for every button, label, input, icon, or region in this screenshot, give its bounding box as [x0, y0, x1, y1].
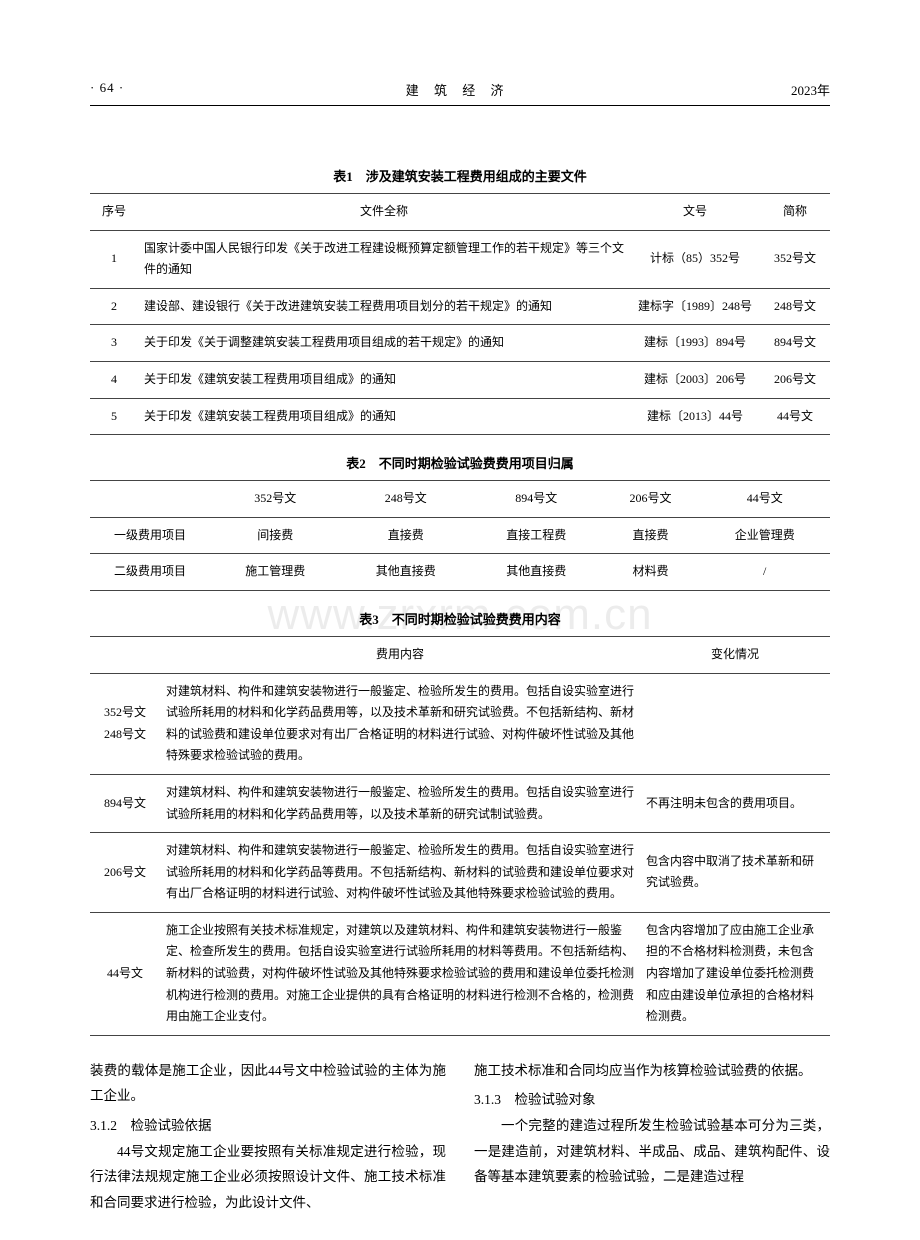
paragraph: 一个完整的建造过程所发生检验试验基本可分为三类，一是建造前，对建筑材料、半成品、… [474, 1113, 830, 1190]
cell: 直接费 [602, 517, 700, 554]
cell: 894号文 [90, 774, 160, 832]
cell: 其他直接费 [471, 554, 602, 591]
th: 352号文 [210, 481, 341, 518]
cell: 施工管理费 [210, 554, 341, 591]
cell: 不再注明未包含的费用项目。 [640, 774, 830, 832]
cell: 对建筑材料、构件和建筑安装物进行一般鉴定、检验所发生的费用。包括自设实验室进行试… [160, 833, 640, 913]
cell: / [699, 554, 830, 591]
cell: 建标〔2013〕44号 [630, 398, 760, 435]
cell: 44号文 [760, 398, 830, 435]
th-abbr: 简称 [760, 194, 830, 231]
section-heading: 3.1.2 检验试验依据 [90, 1113, 446, 1139]
table2-caption: 表2 不同时期检验试验费费用项目归属 [90, 453, 830, 472]
table2: 352号文 248号文 894号文 206号文 44号文 一级费用项目 间接费 … [90, 480, 830, 591]
page-header: · 64 · 建 筑 经 济 2023年 [90, 80, 830, 106]
th: 费用内容 [160, 636, 640, 673]
cell: 间接费 [210, 517, 341, 554]
table1-caption: 表1 涉及建筑安装工程费用组成的主要文件 [90, 166, 830, 185]
table1: 序号 文件全称 文号 简称 1 国家计委中国人民银行印发《关于改进工程建设概预算… [90, 193, 830, 435]
body-columns: 装费的载体是施工企业，因此44号文中检验试验的主体为施工企业。 3.1.2 检验… [90, 1058, 830, 1216]
th-seq: 序号 [90, 194, 138, 231]
table3-header-row: 费用内容 变化情况 [90, 636, 830, 673]
table-row: 4 关于印发《建筑安装工程费用项目组成》的通知 建标〔2003〕206号 206… [90, 361, 830, 398]
cell: 44号文 [90, 912, 160, 1035]
cell: 352号文 248号文 [90, 673, 160, 774]
cell: 施工企业按照有关技术标准规定，对建筑以及建筑材料、构件和建筑安装物进行一般鉴定、… [160, 912, 640, 1035]
cell: 建标字〔1989〕248号 [630, 288, 760, 325]
cell: 直接费 [341, 517, 472, 554]
cell: 894号文 [760, 325, 830, 362]
th-title: 文件全称 [138, 194, 630, 231]
cell: 248号文 [760, 288, 830, 325]
table-row: 206号文 对建筑材料、构件和建筑安装物进行一般鉴定、检验所发生的费用。包括自设… [90, 833, 830, 913]
th: 894号文 [471, 481, 602, 518]
table-row: 二级费用项目 施工管理费 其他直接费 其他直接费 材料费 / [90, 554, 830, 591]
table3: 费用内容 变化情况 352号文 248号文 对建筑材料、构件和建筑安装物进行一般… [90, 636, 830, 1036]
right-column: 施工技术标准和合同均应当作为核算检验试验费的依据。 3.1.3 检验试验对象 一… [474, 1058, 830, 1216]
paragraph: 44号文规定施工企业要按照有关标准规定进行检验，现行法律法规规定施工企业必须按照… [90, 1139, 446, 1216]
cell: 1 [90, 230, 138, 288]
cell: 直接工程费 [471, 517, 602, 554]
th-docno: 文号 [630, 194, 760, 231]
cell: 3 [90, 325, 138, 362]
th: 44号文 [699, 481, 830, 518]
cell: 2 [90, 288, 138, 325]
left-column: 装费的载体是施工企业，因此44号文中检验试验的主体为施工企业。 3.1.2 检验… [90, 1058, 446, 1216]
year: 2023年 [791, 80, 830, 99]
th: 变化情况 [640, 636, 830, 673]
cell: 对建筑材料、构件和建筑安装物进行一般鉴定、检验所发生的费用。包括自设实验室进行试… [160, 673, 640, 774]
table-row: 44号文 施工企业按照有关技术标准规定，对建筑以及建筑材料、构件和建筑安装物进行… [90, 912, 830, 1035]
table-row: 1 国家计委中国人民银行印发《关于改进工程建设概预算定额管理工作的若干规定》等三… [90, 230, 830, 288]
cell: 4 [90, 361, 138, 398]
cell: 206号文 [90, 833, 160, 913]
cell: 建标〔1993〕894号 [630, 325, 760, 362]
table-row: 894号文 对建筑材料、构件和建筑安装物进行一般鉴定、检验所发生的费用。包括自设… [90, 774, 830, 832]
cell: 206号文 [760, 361, 830, 398]
paragraph: 施工技术标准和合同均应当作为核算检验试验费的依据。 [474, 1058, 830, 1084]
section-heading: 3.1.3 检验试验对象 [474, 1087, 830, 1113]
table-row: 352号文 248号文 对建筑材料、构件和建筑安装物进行一般鉴定、检验所发生的费… [90, 673, 830, 774]
cell: 一级费用项目 [90, 517, 210, 554]
th [90, 636, 160, 673]
cell: 国家计委中国人民银行印发《关于改进工程建设概预算定额管理工作的若干规定》等三个文… [138, 230, 630, 288]
cell: 二级费用项目 [90, 554, 210, 591]
cell: 352号文 [760, 230, 830, 288]
cell: 建标〔2003〕206号 [630, 361, 760, 398]
table-row: 一级费用项目 间接费 直接费 直接工程费 直接费 企业管理费 [90, 517, 830, 554]
table2-header-row: 352号文 248号文 894号文 206号文 44号文 [90, 481, 830, 518]
table-row: 3 关于印发《关于调整建筑安装工程费用项目组成的若干规定》的通知 建标〔1993… [90, 325, 830, 362]
table3-caption: 表3 不同时期检验试验费费用内容 [90, 609, 830, 628]
cell [640, 673, 830, 774]
th: 206号文 [602, 481, 700, 518]
th [90, 481, 210, 518]
table1-header-row: 序号 文件全称 文号 简称 [90, 194, 830, 231]
journal-title: 建 筑 经 济 [406, 80, 510, 99]
cell: 计标（85）352号 [630, 230, 760, 288]
paragraph: 装费的载体是施工企业，因此44号文中检验试验的主体为施工企业。 [90, 1058, 446, 1109]
cell: 包含内容增加了应由施工企业承担的不合格材料检测费，未包含内容增加了建设单位委托检… [640, 912, 830, 1035]
cell: 材料费 [602, 554, 700, 591]
cell: 关于印发《关于调整建筑安装工程费用项目组成的若干规定》的通知 [138, 325, 630, 362]
table-row: 2 建设部、建设银行《关于改进建筑安装工程费用项目划分的若干规定》的通知 建标字… [90, 288, 830, 325]
page-number: · 64 · [90, 80, 124, 99]
th: 248号文 [341, 481, 472, 518]
cell: 关于印发《建筑安装工程费用项目组成》的通知 [138, 398, 630, 435]
cell: 关于印发《建筑安装工程费用项目组成》的通知 [138, 361, 630, 398]
cell: 企业管理费 [699, 517, 830, 554]
cell: 包含内容中取消了技术革新和研究试验费。 [640, 833, 830, 913]
cell: 5 [90, 398, 138, 435]
table-row: 5 关于印发《建筑安装工程费用项目组成》的通知 建标〔2013〕44号 44号文 [90, 398, 830, 435]
cell: 建设部、建设银行《关于改进建筑安装工程费用项目划分的若干规定》的通知 [138, 288, 630, 325]
cell: 其他直接费 [341, 554, 472, 591]
cell: 对建筑材料、构件和建筑安装物进行一般鉴定、检验所发生的费用。包括自设实验室进行试… [160, 774, 640, 832]
